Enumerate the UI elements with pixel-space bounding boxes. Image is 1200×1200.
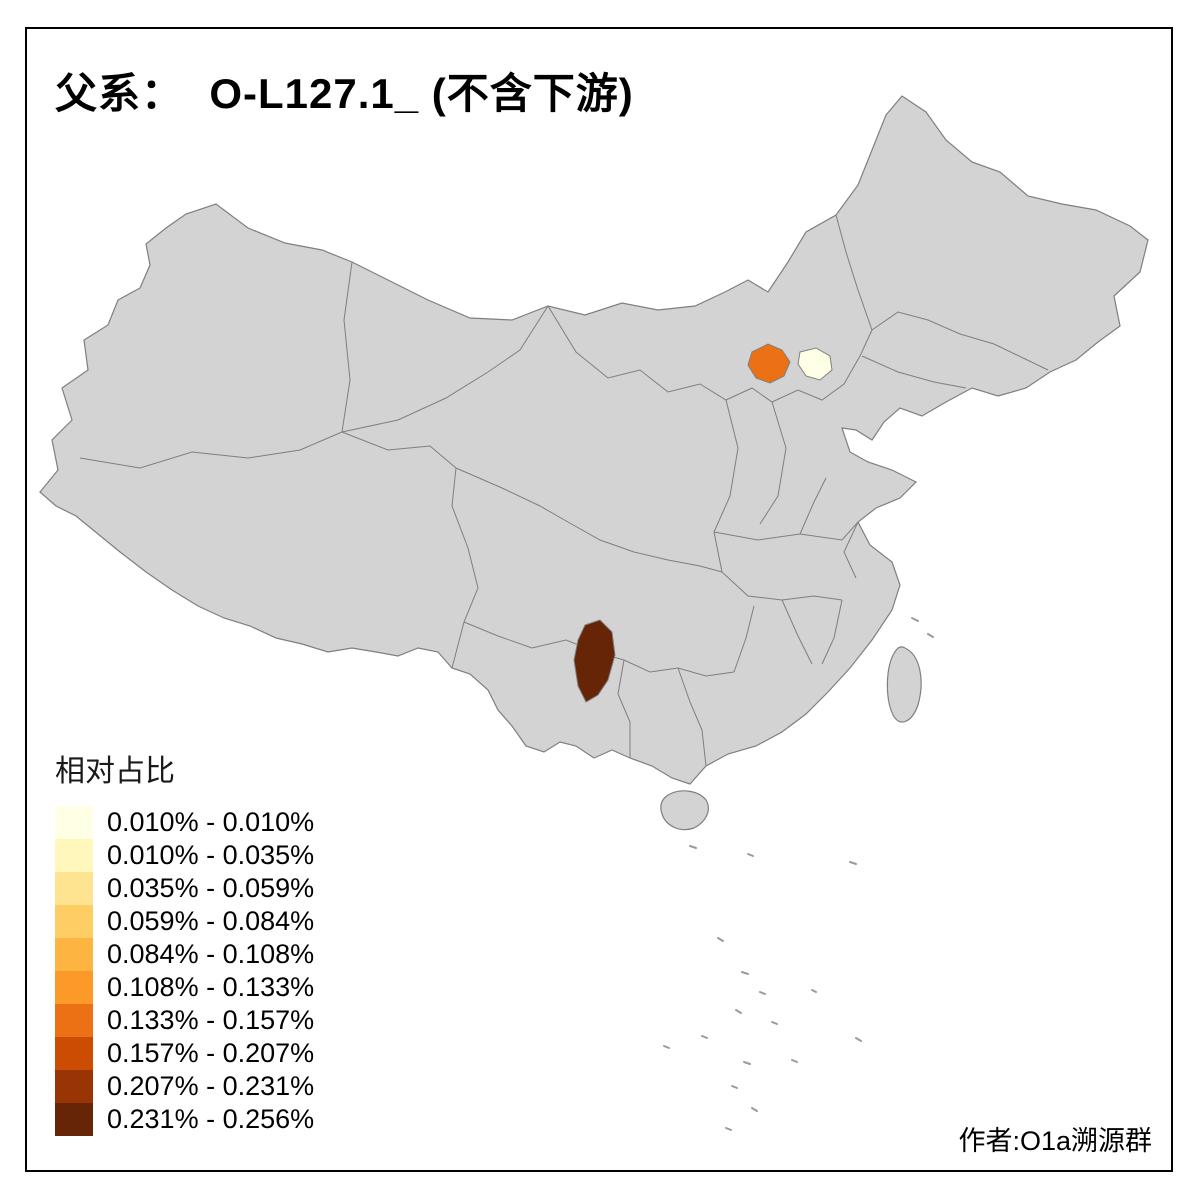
legend-item: 0.010% - 0.010% xyxy=(55,806,314,839)
legend-label: 0.133% - 0.157% xyxy=(107,1005,315,1035)
legend-item: 0.084% - 0.108% xyxy=(55,938,314,971)
legend-label: 0.157% - 0.207% xyxy=(107,1038,315,1068)
legend-swatch xyxy=(55,839,93,872)
legend-label: 0.084% - 0.108% xyxy=(107,939,315,969)
legend-item: 0.231% - 0.256% xyxy=(55,1103,314,1136)
legend-label: 0.207% - 0.231% xyxy=(107,1071,315,1101)
legend: 相对占比 0.010% - 0.010% 0.010% - 0.035% 0.035… xyxy=(55,746,314,1136)
legend-swatch xyxy=(55,806,93,839)
legend-label: 0.108% - 0.133% xyxy=(107,972,315,1002)
legend-item: 0.133% - 0.157% xyxy=(55,1004,314,1037)
legend-label: 0.010% - 0.010% xyxy=(107,807,315,837)
legend-label: 0.035% - 0.059% xyxy=(107,873,315,903)
legend-item: 0.059% - 0.084% xyxy=(55,905,314,938)
legend-label: 0.059% - 0.084% xyxy=(107,906,315,936)
legend-swatch xyxy=(55,971,93,1004)
legend-swatch xyxy=(55,938,93,971)
page-title: 父系： O-L127.1_ (不含下游) xyxy=(55,70,634,117)
author-credit: 作者:O1a溯源群 xyxy=(958,1126,1152,1156)
legend-swatch xyxy=(55,1103,93,1136)
highlight-region-cream xyxy=(797,347,833,381)
legend-item: 0.157% - 0.207% xyxy=(55,1037,314,1070)
highlight-region-orange xyxy=(747,343,791,384)
highlight-region-darkbrown xyxy=(573,619,616,703)
legend-swatch xyxy=(55,1070,93,1103)
legend-swatch xyxy=(55,872,93,905)
legend-items: 0.010% - 0.010% 0.010% - 0.035% 0.035% - 0… xyxy=(55,806,314,1136)
legend-swatch xyxy=(55,1037,93,1070)
legend-label: 0.010% - 0.035% xyxy=(107,840,315,870)
legend-title: 相对占比 xyxy=(55,755,175,788)
legend-label: 0.231% - 0.256% xyxy=(107,1104,315,1134)
taiwan-island xyxy=(886,646,922,723)
small-islands xyxy=(663,617,934,1131)
legend-swatch xyxy=(55,905,93,938)
legend-item: 0.010% - 0.035% xyxy=(55,839,314,872)
legend-item: 0.035% - 0.059% xyxy=(55,872,314,905)
hainan-island xyxy=(660,790,709,831)
legend-item: 0.108% - 0.133% xyxy=(55,971,314,1004)
legend-item: 0.207% - 0.231% xyxy=(55,1070,314,1103)
legend-swatch xyxy=(55,1004,93,1037)
china-mainland xyxy=(39,95,1149,785)
